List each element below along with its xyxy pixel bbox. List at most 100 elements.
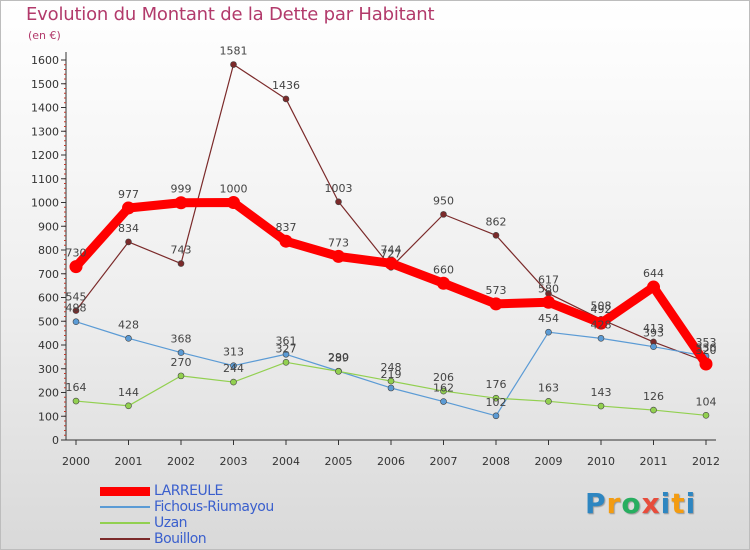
- data-label: 1436: [272, 79, 300, 92]
- data-point: [125, 335, 132, 342]
- data-label: 126: [643, 390, 664, 403]
- y-tick-label: 700: [38, 268, 59, 281]
- data-label: 270: [171, 356, 192, 369]
- data-point: [69, 260, 83, 274]
- legend-swatch: [100, 506, 150, 508]
- data-label: 290: [328, 351, 349, 364]
- data-point: [122, 201, 135, 215]
- data-label: 727: [381, 247, 402, 260]
- data-point: [545, 328, 552, 336]
- x-tick-label: 2000: [62, 455, 90, 468]
- y-tick-label: 1600: [31, 54, 59, 67]
- data-label: 368: [171, 333, 192, 346]
- y-tick-label: 600: [38, 292, 59, 305]
- data-label: 773: [328, 236, 349, 249]
- data-label: 862: [486, 215, 507, 228]
- data-point: [437, 276, 450, 290]
- data-label: 164: [66, 381, 87, 394]
- data-point: [177, 260, 185, 267]
- data-point: [545, 397, 552, 405]
- logo-letter: i: [660, 487, 672, 520]
- legend-label: Bouillon: [154, 531, 207, 547]
- data-point: [72, 318, 80, 326]
- data-label: 162: [433, 382, 454, 395]
- data-label: 1581: [220, 45, 248, 58]
- data-point: [650, 343, 657, 350]
- data-label: 573: [486, 284, 507, 297]
- data-point: [440, 211, 447, 218]
- data-point: [332, 249, 345, 263]
- data-point: [230, 378, 237, 386]
- data-point: [492, 394, 500, 402]
- legend-label: Fichous-Riumayou: [154, 499, 274, 515]
- data-label: 206: [433, 371, 454, 384]
- x-tick-label: 2012: [692, 455, 720, 468]
- data-point: [489, 297, 503, 311]
- data-point: [125, 238, 132, 246]
- y-tick-label: 0: [52, 434, 59, 447]
- x-tick-label: 2007: [430, 455, 458, 468]
- data-label: 644: [643, 267, 664, 280]
- y-tick-label: 400: [38, 339, 59, 352]
- x-tick-label: 2005: [325, 455, 353, 468]
- data-label: 104: [696, 395, 717, 408]
- data-label: 428: [118, 318, 139, 331]
- data-point: [387, 384, 395, 392]
- x-tick-label: 2011: [640, 455, 668, 468]
- data-point: [440, 398, 447, 405]
- data-point: [387, 377, 395, 385]
- y-tick-label: 1400: [31, 102, 59, 115]
- data-label: 413: [643, 322, 664, 335]
- data-label: 617: [538, 273, 559, 286]
- chart-subtitle: (en €): [28, 29, 61, 42]
- data-label: 454: [538, 312, 559, 325]
- data-label: 219: [381, 368, 402, 381]
- legend-swatch: [100, 486, 150, 496]
- y-tick-label: 800: [38, 244, 59, 257]
- data-point: [230, 61, 237, 68]
- data-point: [597, 402, 605, 410]
- x-tick-label: 2001: [115, 455, 143, 468]
- data-point: [72, 307, 80, 314]
- data-label: 102: [486, 396, 507, 409]
- x-tick-label: 2004: [272, 455, 300, 468]
- data-point: [440, 387, 447, 395]
- data-point: [702, 411, 710, 419]
- data-point: [699, 357, 713, 371]
- y-tick-label: 300: [38, 363, 59, 376]
- data-point: [492, 231, 500, 239]
- logo-letter: x: [641, 487, 661, 520]
- data-label: 327: [276, 342, 297, 355]
- legend-label: LARREULE: [154, 483, 223, 499]
- data-point: [279, 234, 293, 248]
- data-label: 999: [171, 183, 192, 196]
- proxiti-logo: Proxiti: [585, 487, 696, 520]
- data-label: 744: [381, 243, 402, 256]
- logo-letter: r: [606, 487, 622, 520]
- data-label: 545: [66, 291, 87, 304]
- data-label: 361: [276, 334, 297, 347]
- data-point: [384, 256, 398, 270]
- data-label: 660: [433, 263, 454, 276]
- data-point: [230, 362, 237, 369]
- data-point: [492, 412, 500, 420]
- y-tick-label: 1300: [31, 125, 59, 138]
- x-tick-label: 2010: [587, 455, 615, 468]
- data-label: 244: [223, 362, 244, 375]
- data-label: 353: [696, 336, 717, 349]
- data-label: 1003: [325, 182, 353, 195]
- data-label: 950: [433, 194, 454, 207]
- data-point: [542, 295, 555, 309]
- data-label: 248: [381, 361, 402, 374]
- logo-letter: o: [621, 487, 642, 520]
- data-point: [594, 316, 608, 330]
- data-point: [125, 402, 132, 410]
- data-label: 393: [643, 327, 664, 340]
- y-tick-label: 1000: [31, 197, 59, 210]
- data-label: 330: [696, 342, 717, 355]
- data-point: [282, 359, 290, 366]
- y-tick-label: 1100: [31, 173, 59, 186]
- data-label: 492: [591, 303, 612, 316]
